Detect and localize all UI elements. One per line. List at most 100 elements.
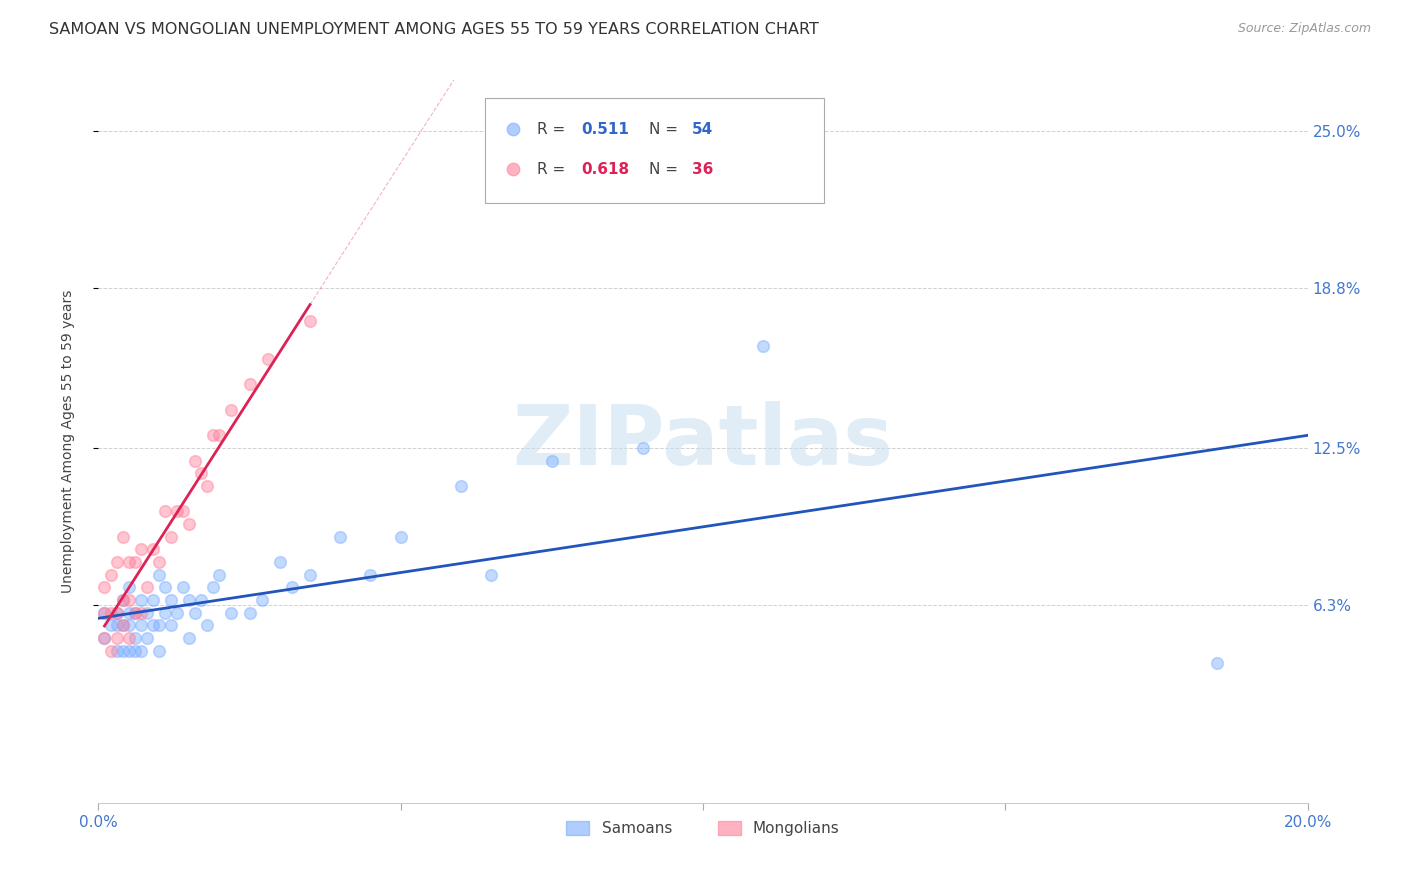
- Point: [124, 606, 146, 620]
- Point: [124, 555, 146, 569]
- Point: [142, 618, 165, 632]
- Point: [142, 593, 165, 607]
- Point: [208, 428, 231, 442]
- Point: [160, 618, 183, 632]
- Text: 36: 36: [692, 161, 713, 177]
- Point: [135, 606, 157, 620]
- Point: [118, 618, 141, 632]
- Point: [450, 479, 472, 493]
- Point: [93, 606, 115, 620]
- Point: [752, 339, 775, 353]
- Point: [184, 606, 207, 620]
- Legend: Samoans, Mongolians: Samoans, Mongolians: [560, 814, 846, 842]
- Point: [118, 643, 141, 657]
- Point: [111, 593, 134, 607]
- Point: [111, 530, 134, 544]
- Point: [135, 631, 157, 645]
- Point: [179, 516, 201, 531]
- Point: [179, 593, 201, 607]
- Text: R =: R =: [537, 161, 571, 177]
- Point: [105, 631, 128, 645]
- Point: [118, 606, 141, 620]
- Point: [202, 580, 225, 594]
- Point: [148, 567, 170, 582]
- Point: [239, 606, 262, 620]
- Point: [129, 593, 152, 607]
- Text: 0.511: 0.511: [581, 122, 628, 136]
- Point: [179, 631, 201, 645]
- Point: [100, 643, 122, 657]
- Point: [105, 643, 128, 657]
- Point: [93, 631, 115, 645]
- Point: [148, 643, 170, 657]
- Point: [93, 606, 115, 620]
- Point: [329, 530, 352, 544]
- FancyBboxPatch shape: [485, 98, 824, 203]
- Point: [221, 606, 243, 620]
- Point: [540, 453, 562, 467]
- Point: [299, 314, 322, 328]
- Point: [389, 530, 412, 544]
- Point: [111, 618, 134, 632]
- Point: [166, 504, 188, 518]
- Point: [124, 606, 146, 620]
- Y-axis label: Unemployment Among Ages 55 to 59 years: Unemployment Among Ages 55 to 59 years: [60, 290, 75, 593]
- Point: [481, 567, 503, 582]
- Point: [208, 567, 231, 582]
- Text: 54: 54: [692, 122, 713, 136]
- Point: [281, 580, 304, 594]
- Point: [129, 606, 152, 620]
- Point: [105, 618, 128, 632]
- Point: [129, 618, 152, 632]
- Point: [148, 555, 170, 569]
- Point: [153, 504, 176, 518]
- Point: [256, 352, 278, 367]
- Point: [105, 606, 128, 620]
- Point: [111, 593, 134, 607]
- Point: [100, 618, 122, 632]
- Point: [124, 643, 146, 657]
- Point: [93, 631, 115, 645]
- Text: N =: N =: [648, 122, 682, 136]
- Point: [118, 631, 141, 645]
- Point: [142, 542, 165, 557]
- Point: [1206, 657, 1229, 671]
- Point: [631, 441, 654, 455]
- Point: [195, 618, 218, 632]
- Point: [299, 567, 322, 582]
- Text: N =: N =: [648, 161, 682, 177]
- Point: [111, 643, 134, 657]
- Point: [239, 377, 262, 392]
- Point: [195, 479, 218, 493]
- Point: [153, 580, 176, 594]
- Point: [105, 606, 128, 620]
- Point: [153, 606, 176, 620]
- Point: [360, 567, 382, 582]
- Point: [250, 593, 273, 607]
- Text: R =: R =: [537, 122, 571, 136]
- Point: [129, 542, 152, 557]
- Text: Source: ZipAtlas.com: Source: ZipAtlas.com: [1237, 22, 1371, 36]
- Point: [124, 631, 146, 645]
- Point: [118, 593, 141, 607]
- Point: [111, 618, 134, 632]
- Text: SAMOAN VS MONGOLIAN UNEMPLOYMENT AMONG AGES 55 TO 59 YEARS CORRELATION CHART: SAMOAN VS MONGOLIAN UNEMPLOYMENT AMONG A…: [49, 22, 820, 37]
- Point: [105, 555, 128, 569]
- Text: ZIPatlas: ZIPatlas: [513, 401, 893, 482]
- Point: [269, 555, 291, 569]
- Point: [221, 402, 243, 417]
- Point: [160, 530, 183, 544]
- Text: 0.618: 0.618: [581, 161, 628, 177]
- Point: [160, 593, 183, 607]
- Point: [172, 580, 194, 594]
- Point: [172, 504, 194, 518]
- Point: [100, 606, 122, 620]
- Point: [93, 580, 115, 594]
- Point: [166, 606, 188, 620]
- Point: [190, 593, 212, 607]
- Point: [135, 580, 157, 594]
- Point: [100, 567, 122, 582]
- Point: [202, 428, 225, 442]
- Point: [148, 618, 170, 632]
- Point: [118, 580, 141, 594]
